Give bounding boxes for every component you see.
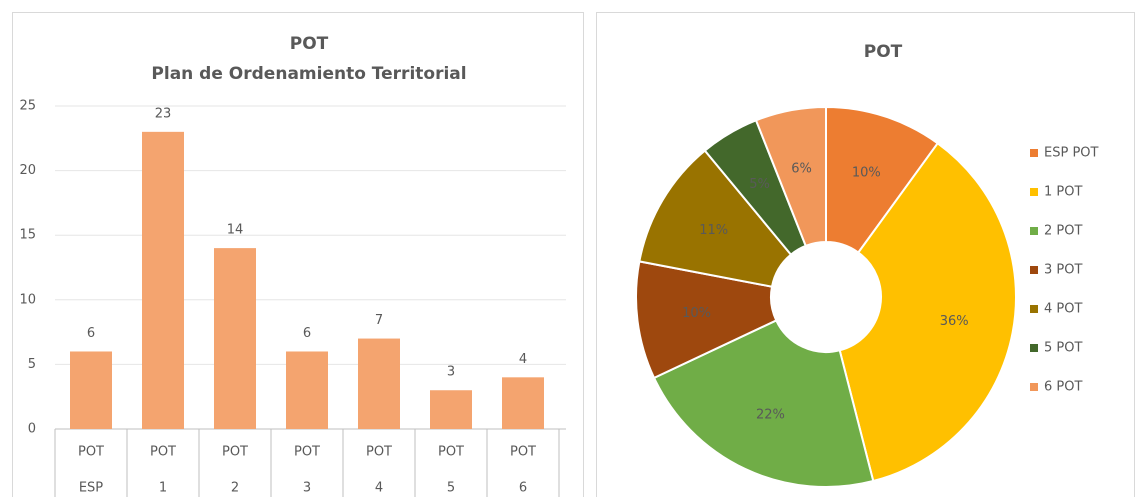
legend-swatch: [1030, 188, 1038, 196]
legend-swatch: [1030, 227, 1038, 235]
data-label: 10%: [852, 165, 881, 180]
data-label: 22%: [756, 408, 785, 423]
bar: [286, 351, 328, 429]
x-tick-label: 3: [303, 481, 311, 496]
x-tick-label: ESP: [79, 481, 103, 496]
x-tick-label: POT: [366, 445, 392, 460]
x-tick-label: POT: [222, 445, 248, 460]
bar: [214, 248, 256, 429]
data-label: 6: [87, 326, 95, 341]
bar: [142, 131, 184, 429]
data-label: 14: [227, 223, 244, 238]
legend-swatch: [1030, 149, 1038, 157]
pie-slice: [638, 149, 793, 288]
legend-swatch: [1030, 266, 1038, 274]
bar: [502, 377, 544, 429]
chart-title: POT: [290, 34, 329, 54]
pie-slice: [754, 105, 827, 248]
data-label: 36%: [940, 314, 969, 329]
x-tick-label: POT: [78, 445, 104, 460]
legend-label: 4 POT: [1044, 302, 1082, 317]
legend-swatch: [1030, 383, 1038, 391]
x-tick-label: 1: [159, 481, 167, 496]
x-tick-label: POT: [438, 445, 464, 460]
pie-slice: [825, 105, 940, 254]
legend-swatch: [1030, 344, 1038, 352]
y-tick-label: 0: [28, 422, 36, 437]
data-label: 11%: [699, 223, 728, 238]
legend-label: 3 POT: [1044, 263, 1082, 278]
data-label: 3: [447, 365, 455, 380]
x-tick-label: 4: [375, 481, 383, 496]
legend-label: ESP POT: [1044, 146, 1099, 161]
data-label: 7: [375, 313, 383, 328]
x-tick-label: POT: [150, 445, 176, 460]
legend-label: 5 POT: [1044, 341, 1082, 356]
bar: [430, 390, 472, 429]
legend-label: 2 POT: [1044, 224, 1082, 239]
y-tick-label: 15: [19, 228, 36, 243]
x-tick-label: POT: [294, 445, 320, 460]
x-tick-label: POT: [510, 445, 536, 460]
legend-swatch: [1030, 305, 1038, 313]
legend-label: 1 POT: [1044, 185, 1082, 200]
data-label: 6%: [791, 161, 812, 176]
y-tick-label: 20: [19, 163, 36, 178]
x-tick-label: 5: [447, 481, 455, 496]
pie-slice: [838, 141, 1017, 483]
y-tick-label: 10: [19, 292, 36, 307]
pie-slice: [652, 319, 875, 488]
x-tick-label: 2: [231, 481, 239, 496]
pie-slice: [635, 260, 778, 380]
chart-subtitle: Plan de Ordenamiento Territorial: [151, 64, 466, 84]
data-label: 5%: [749, 177, 770, 192]
y-tick-label: 5: [28, 357, 36, 372]
chart-title: POT: [864, 42, 903, 62]
data-label: 23: [155, 106, 172, 121]
y-tick-label: 25: [19, 99, 36, 114]
bar: [70, 351, 112, 429]
legend-label: 6 POT: [1044, 380, 1082, 395]
bar: [358, 338, 400, 429]
data-label: 6: [303, 326, 311, 341]
data-label: 10%: [682, 306, 711, 321]
data-label: 4: [519, 352, 527, 367]
x-tick-label: 6: [519, 481, 527, 496]
